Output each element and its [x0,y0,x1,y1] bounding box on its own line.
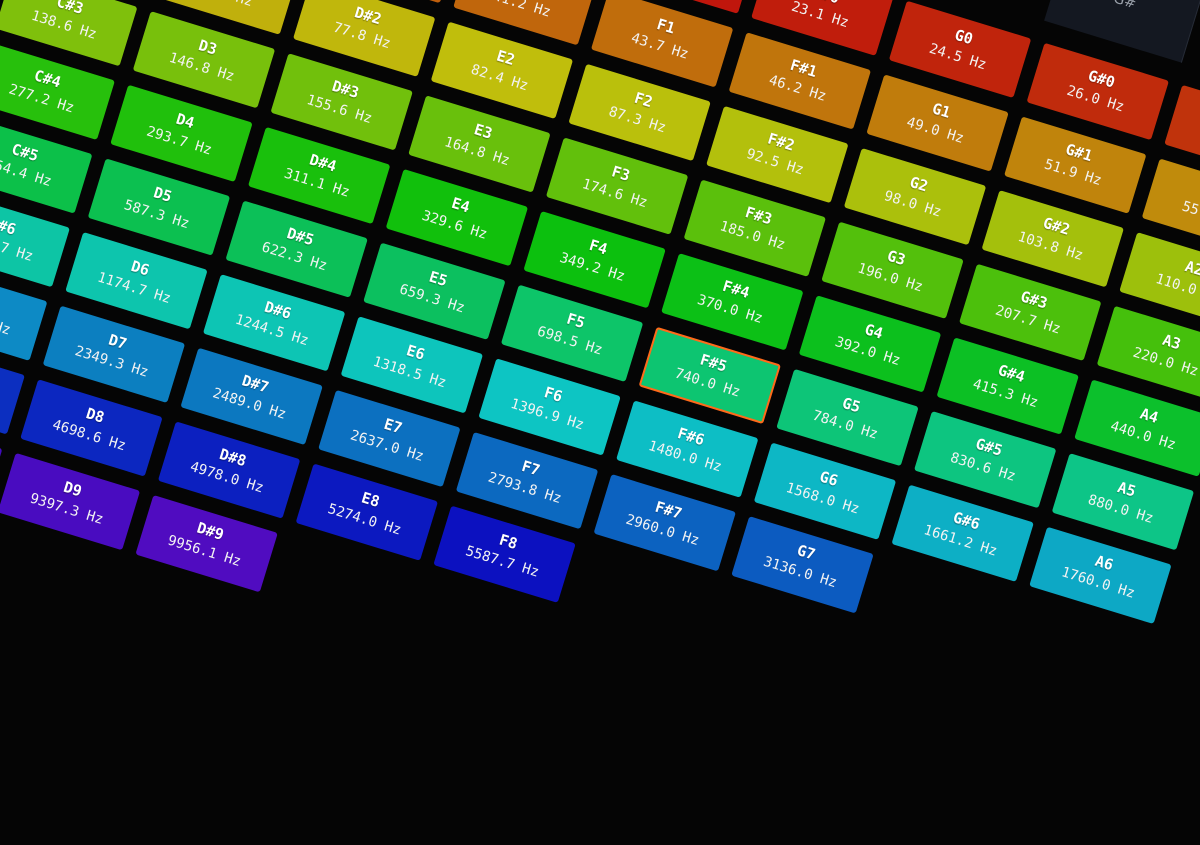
note-frequency: 73.4 Hz [159,0,288,21]
note-frequency: 27.5 Hz [1168,115,1200,169]
